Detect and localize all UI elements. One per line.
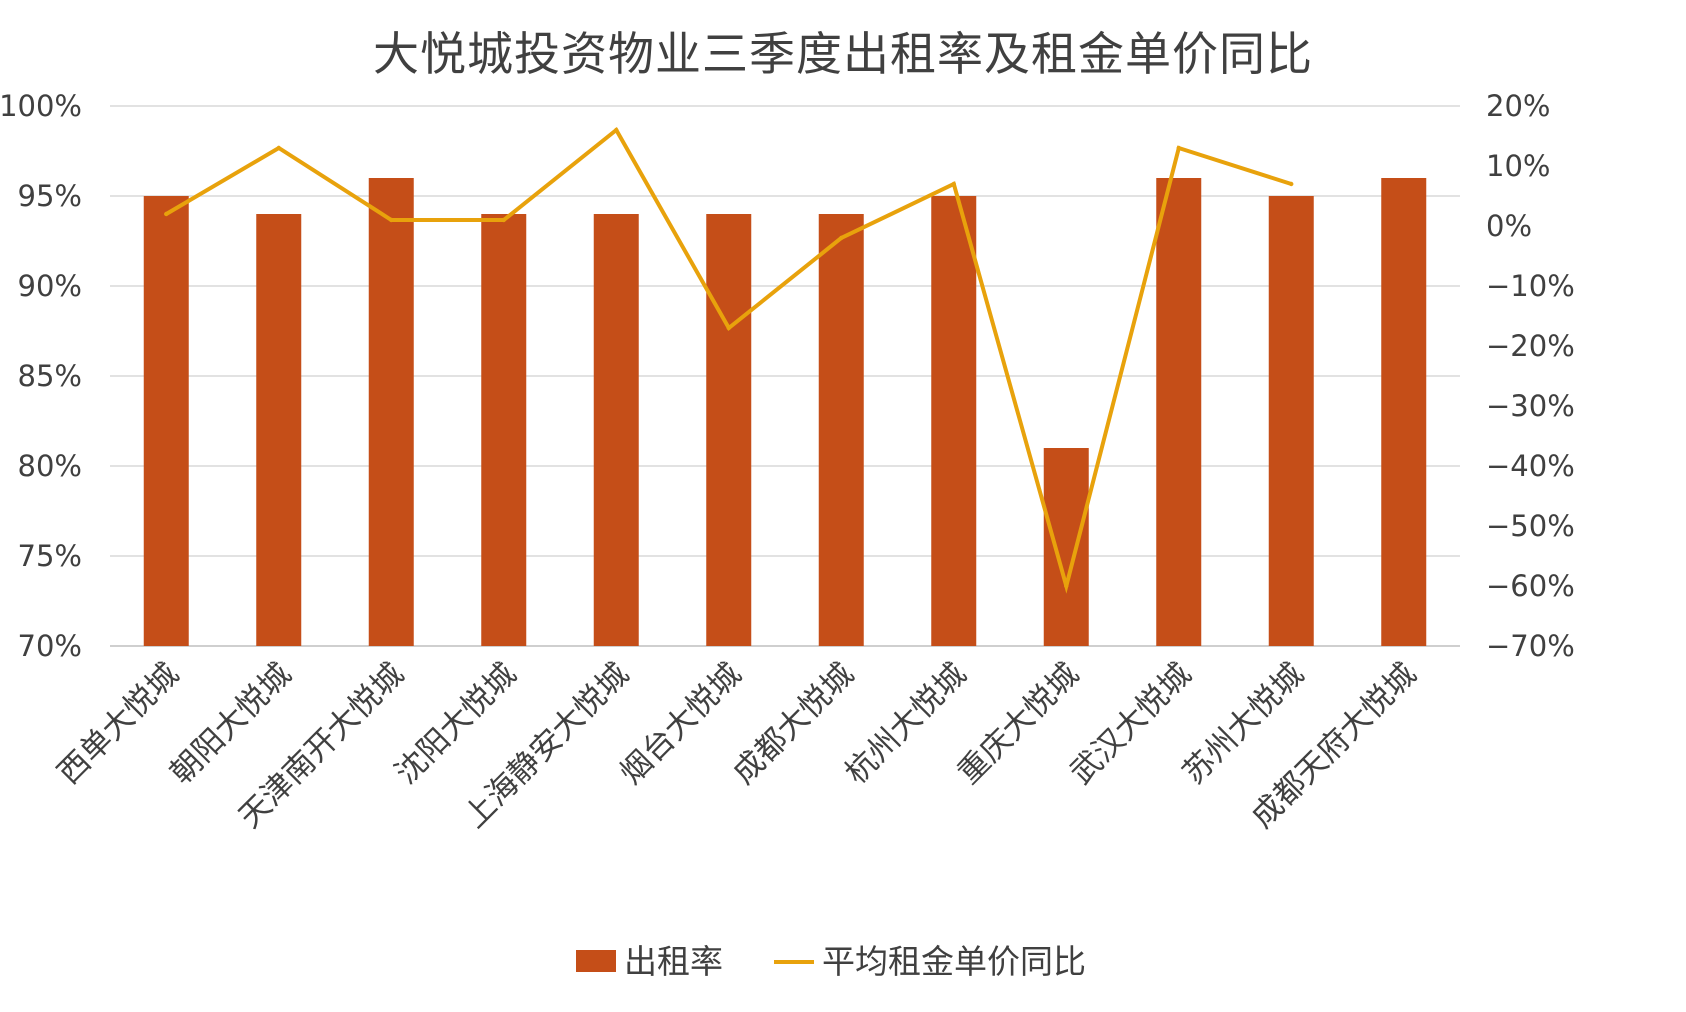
y-left-tick-label: 90% xyxy=(18,269,82,303)
bar xyxy=(481,214,527,646)
y-left-tick-label: 85% xyxy=(18,359,82,393)
line-point xyxy=(1176,145,1181,151)
bar xyxy=(1043,448,1089,646)
bar xyxy=(1268,196,1314,646)
bar xyxy=(706,214,752,646)
line-point xyxy=(276,145,281,151)
y-right-tick-label: −60% xyxy=(1486,569,1575,603)
y-left-tick-label: 100% xyxy=(0,89,82,123)
y-right-tick-label: −10% xyxy=(1486,269,1575,303)
y-right-tick-label: 20% xyxy=(1486,89,1550,123)
y-right-tick-label: 0% xyxy=(1486,209,1532,243)
legend-swatch-bar xyxy=(576,950,616,972)
legend-label-bar: 出租率 xyxy=(624,942,723,981)
bar xyxy=(1381,178,1427,646)
y-right-tick-label: −40% xyxy=(1486,449,1575,483)
y-right-tick-label: −20% xyxy=(1486,329,1575,363)
line-point xyxy=(164,211,169,217)
x-tick-label: 武汉大悦城 xyxy=(1063,656,1198,791)
x-tick-label: 西单大悦城 xyxy=(51,656,186,791)
line-point xyxy=(501,217,506,223)
bar xyxy=(931,196,977,646)
line-point xyxy=(614,127,619,133)
bar xyxy=(256,214,302,646)
line-point xyxy=(951,181,956,187)
bar xyxy=(368,178,414,646)
y-right-tick-label: −50% xyxy=(1486,509,1575,543)
legend-label-line: 平均租金单价同比 xyxy=(822,942,1086,981)
x-tick-label: 重庆大悦城 xyxy=(951,656,1086,791)
x-tick-label: 成都大悦城 xyxy=(726,656,861,791)
x-tick-label: 烟台大悦城 xyxy=(613,656,748,791)
x-tick-label: 杭州大悦城 xyxy=(838,656,973,791)
line-point xyxy=(839,235,844,241)
line-point xyxy=(726,325,731,331)
bar xyxy=(593,214,639,646)
bar xyxy=(1156,178,1202,646)
line-point xyxy=(389,217,394,223)
y-right-tick-label: −70% xyxy=(1486,629,1575,663)
y-right-tick-label: 10% xyxy=(1486,149,1550,183)
line-point xyxy=(1064,583,1069,589)
bar xyxy=(818,214,864,646)
y-left-tick-label: 70% xyxy=(18,629,82,663)
line-point xyxy=(1289,181,1294,187)
bar xyxy=(143,196,189,646)
chart-title: 大悦城投资物业三季度出租率及租金单价同比 xyxy=(373,27,1313,81)
y-right-tick-label: −30% xyxy=(1486,389,1575,423)
y-left-tick-label: 80% xyxy=(18,449,82,483)
y-left-tick-label: 95% xyxy=(18,179,82,213)
y-left-tick-label: 75% xyxy=(18,539,82,573)
